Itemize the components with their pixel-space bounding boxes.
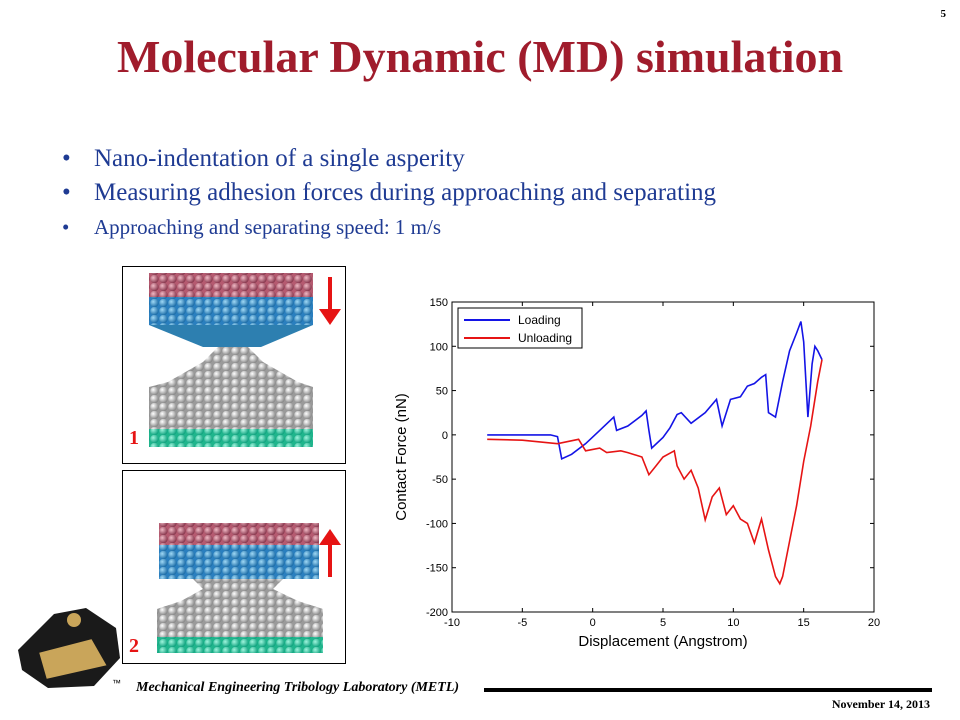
x-tick-label: -10	[444, 617, 460, 629]
md-atoms-illustration-2	[157, 523, 323, 653]
md-atoms-illustration-1	[149, 273, 313, 447]
legend-box	[457, 307, 583, 349]
y-tick-label: 50	[436, 386, 448, 398]
series-line-loading	[487, 321, 823, 460]
force-displacement-chart: -10 -5 0 5 10 15 20150100500-50-100-150-200Dis…	[393, 297, 880, 650]
bullet-dot-icon: •	[62, 215, 70, 239]
bullet-item: • Measuring adhesion forces during approa…	[62, 176, 716, 210]
slide-title: Molecular Dynamic (MD) simulation	[116, 31, 844, 82]
bullet-text: Measuring adhesion forces during approac…	[94, 179, 717, 206]
bullet-list: • Nano-indentation of a single asperity •…	[62, 142, 716, 244]
bullet-dot-icon: •	[62, 145, 71, 172]
bullet-dot-icon: •	[62, 179, 71, 206]
svg-text:™: ™	[112, 678, 121, 688]
simulation-panel-2: 2	[122, 470, 346, 664]
panel-label: 1	[129, 427, 139, 449]
footer-divider	[484, 688, 932, 692]
x-tick-label: 20	[868, 617, 880, 629]
x-tick-label: 0	[590, 617, 596, 629]
y-tick-label: 100	[430, 341, 448, 353]
x-axis-label: Displacement (Angstrom)	[578, 633, 747, 650]
legend-label: Loading	[518, 313, 561, 327]
purdue-train-logo-icon: ™	[18, 608, 121, 688]
bullet-text: Nano-indentation of a single asperity	[94, 145, 465, 172]
x-tick-label: 10	[727, 617, 739, 629]
series-line-unloading	[487, 359, 823, 586]
y-tick-label: -50	[432, 474, 448, 486]
x-tick-label: 15	[798, 617, 810, 629]
x-tick-label: -5	[517, 617, 527, 629]
footer-date: November 14, 2013	[831, 697, 930, 711]
slide-number: 5	[940, 8, 947, 20]
y-tick-label: 150	[430, 297, 448, 309]
panel-label: 2	[129, 635, 139, 657]
footer-lab-name: Mechanical Engineering Tribology Laborat…	[136, 680, 460, 695]
legend-label: Unloading	[518, 331, 572, 345]
bullet-item: • Approaching and separating speed: 1 m/s	[62, 210, 716, 244]
y-tick-label: -100	[426, 518, 448, 530]
y-axis-label: Contact Force (nN)	[393, 393, 410, 521]
bullet-text: Approaching and separating speed: 1 m/s	[94, 215, 441, 239]
simulation-panel-1: 1	[122, 266, 346, 464]
arrow-down-icon	[319, 277, 341, 325]
bullet-item: • Nano-indentation of a single asperity	[62, 142, 716, 176]
arrow-up-icon	[319, 529, 341, 577]
y-tick-label: 0	[442, 430, 448, 442]
y-tick-label: -200	[426, 607, 448, 619]
y-tick-label: -150	[426, 563, 448, 575]
x-tick-label: 5	[660, 617, 666, 629]
